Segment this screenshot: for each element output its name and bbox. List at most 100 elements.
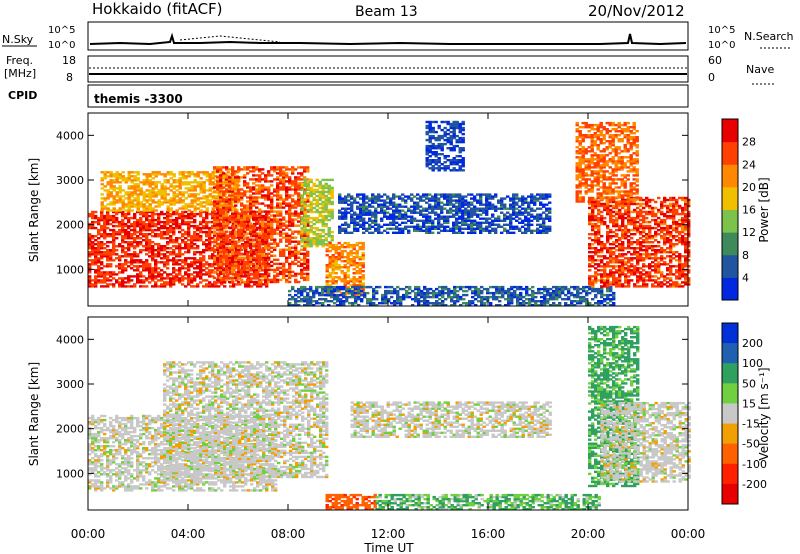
power-cell [318,210,322,214]
power-cell [328,274,332,277]
power-cell [398,195,402,198]
power-cell [282,222,286,225]
power-cell [121,235,125,238]
power-cell [428,215,432,218]
power-cell [489,302,493,305]
power-cell [139,230,143,234]
power-cell [330,285,334,289]
power-cell [133,245,137,248]
power-cell [300,222,304,226]
power-cell [479,221,483,224]
power-cell [127,195,131,198]
power-cell [459,295,463,299]
power-cell [112,230,116,234]
power-cell [217,267,221,270]
power-cell [133,253,137,256]
power-cell [97,222,101,226]
power-cell [540,291,544,295]
power-cell [228,218,232,221]
power-cell [106,235,110,238]
power-cell [142,203,146,206]
power-cell [279,238,283,241]
power-cell [199,275,203,278]
power-cell [222,208,226,211]
power-cell [160,230,164,234]
power-cell [413,201,417,204]
power-cell [267,268,271,272]
power-cell [432,289,436,293]
power-cell [264,244,268,247]
power-cell [243,260,247,264]
power-cell [246,268,250,272]
power-cell [216,246,220,249]
power-cell [178,259,182,262]
power-cell [334,280,338,283]
power-cell [318,194,322,198]
power-cell [510,298,514,301]
power-cell [306,194,310,197]
power-cell [276,226,280,229]
power-cell [249,222,253,225]
power-cell [240,224,244,227]
power-cell [285,240,289,243]
power-cell [136,189,140,192]
power-cell [358,262,362,265]
power-cell [118,175,122,178]
power-cell [91,241,95,244]
power-cell [106,245,110,248]
power-cell [154,205,158,208]
power-cell [118,187,122,190]
power-cell [184,237,188,240]
power-cell [303,248,307,251]
power-cell [306,260,310,264]
power-cell [327,300,331,303]
power-cell [468,300,472,303]
power-cell [148,224,152,228]
power-cell [225,214,229,217]
power-cell [395,215,399,218]
power-cell [148,222,152,226]
power-cell [211,171,215,174]
power-cell [306,298,310,301]
power-cell [255,188,259,191]
power-cell [103,265,107,268]
power-cell [235,247,239,250]
power-cell [355,249,359,253]
power-cell [145,201,149,204]
power-cell [255,236,259,239]
power-cell [258,174,262,177]
power-cell [234,212,238,215]
power-cell [473,195,477,198]
power-cell [303,212,307,216]
power-cell [279,252,283,255]
power-cell [112,207,116,210]
power-cell [250,277,254,280]
power-cell [467,223,471,226]
power-cell [109,203,113,206]
power-cell [597,287,601,291]
power-cell [253,269,257,272]
power-cell [255,168,259,171]
power-cell [612,298,616,301]
power-cell [219,174,223,177]
power-cell [249,216,253,219]
power-cell [219,246,223,249]
power-cell [267,244,271,247]
power-cell [151,216,155,220]
power-cell [231,194,235,197]
power-cell [273,232,277,235]
power-cell [229,269,233,272]
power-cell [226,210,230,214]
power-cell [262,257,266,260]
power-cell [184,171,188,174]
power-cell [148,239,152,242]
power-cell [380,217,384,220]
power-cell [350,231,354,234]
power-cell [343,245,347,249]
power-cell [121,265,125,268]
power-cell [193,230,197,234]
power-cell [184,267,188,270]
power-cell [196,275,200,278]
power-cell [247,285,251,288]
power-cell [225,270,229,274]
